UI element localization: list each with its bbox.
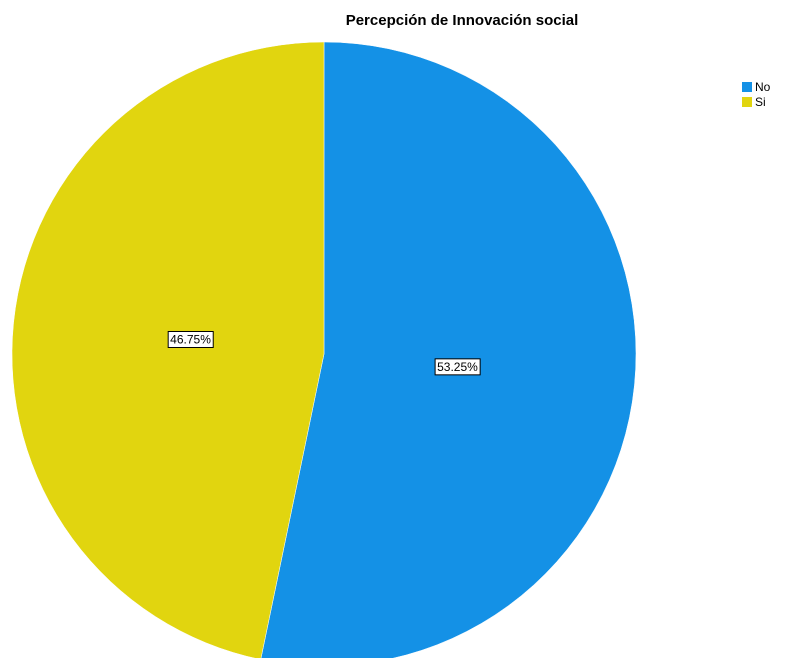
chart-title: Percepción de Innovación social — [346, 12, 579, 29]
data-label-box — [434, 358, 481, 376]
data-label: 53.25% — [437, 360, 478, 374]
legend-swatch — [742, 82, 752, 92]
pie-slice — [260, 41, 637, 658]
pie-slice — [11, 41, 325, 658]
legend-label: Si — [755, 95, 766, 109]
legend-swatch — [742, 97, 752, 107]
data-label-box — [167, 330, 214, 348]
data-label: 46.75% — [170, 332, 211, 346]
legend-label: No — [755, 80, 771, 94]
